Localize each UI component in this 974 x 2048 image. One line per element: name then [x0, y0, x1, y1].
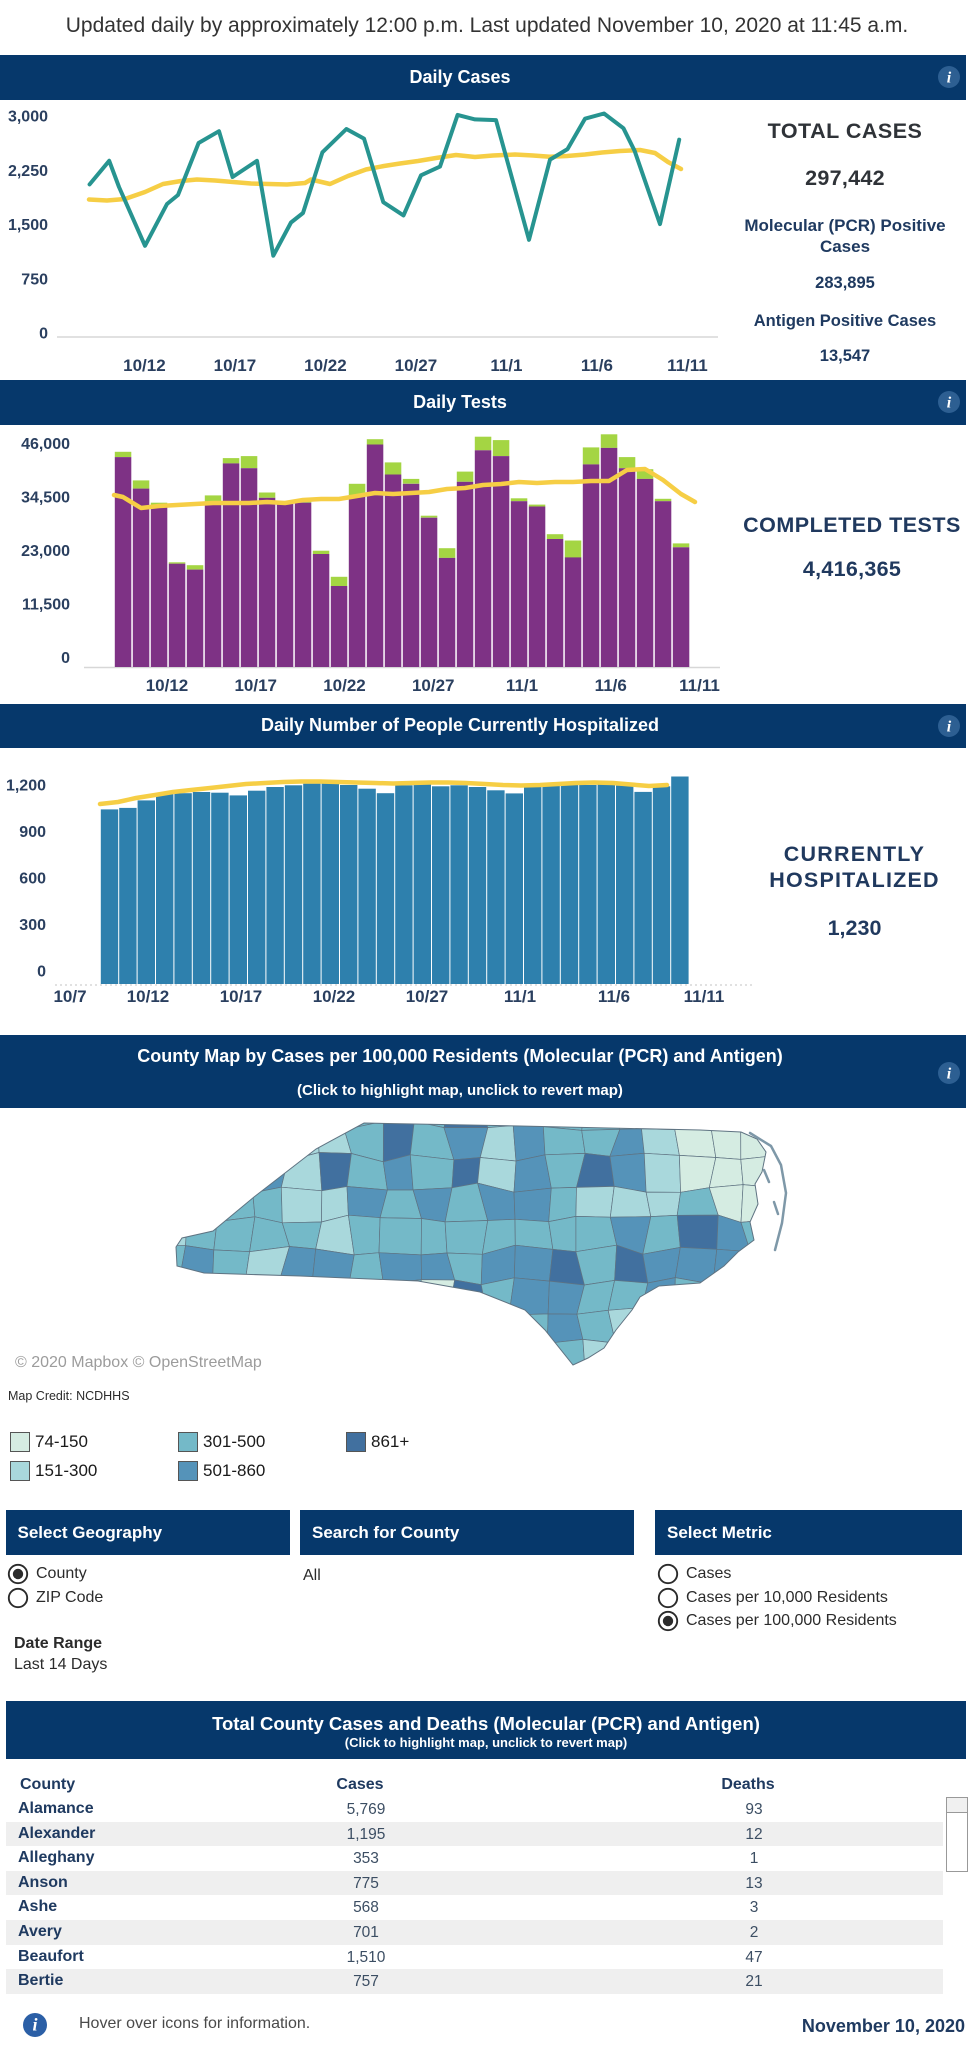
- svg-text:11/6: 11/6: [598, 987, 630, 1006]
- svg-text:10/22: 10/22: [313, 987, 356, 1006]
- svg-text:10/7: 10/7: [53, 987, 86, 1006]
- svg-text:10/22: 10/22: [304, 356, 347, 375]
- svg-text:i: i: [947, 718, 952, 735]
- svg-text:10/27: 10/27: [395, 356, 438, 375]
- svg-text:i: i: [947, 70, 952, 87]
- svg-text:10/17: 10/17: [234, 676, 277, 695]
- svg-text:i: i: [32, 2015, 37, 2035]
- svg-text:10/17: 10/17: [220, 987, 263, 1006]
- svg-text:i: i: [947, 395, 952, 412]
- svg-text:0: 0: [39, 326, 48, 343]
- svg-text:0: 0: [61, 650, 70, 667]
- svg-text:23,000: 23,000: [21, 543, 70, 560]
- svg-text:11/6: 11/6: [581, 356, 613, 375]
- svg-text:11/1: 11/1: [504, 987, 536, 1006]
- svg-text:3,000: 3,000: [8, 109, 48, 126]
- svg-text:900: 900: [19, 824, 46, 841]
- svg-text:750: 750: [21, 271, 48, 288]
- svg-text:10/27: 10/27: [412, 676, 455, 695]
- svg-text:1,500: 1,500: [8, 217, 48, 234]
- svg-text:1,200: 1,200: [6, 778, 46, 795]
- svg-text:46,000: 46,000: [21, 436, 70, 453]
- svg-text:11/6: 11/6: [595, 676, 627, 695]
- svg-text:0: 0: [37, 964, 46, 981]
- svg-text:10/22: 10/22: [323, 676, 366, 695]
- svg-text:i: i: [947, 1065, 952, 1082]
- svg-text:11/11: 11/11: [679, 676, 720, 695]
- svg-text:300: 300: [19, 917, 46, 934]
- svg-text:10/12: 10/12: [123, 356, 166, 375]
- svg-text:10/12: 10/12: [127, 987, 170, 1006]
- svg-text:11,500: 11,500: [22, 596, 70, 613]
- svg-text:2,250: 2,250: [8, 163, 48, 180]
- svg-text:11/11: 11/11: [667, 356, 708, 375]
- svg-text:11/1: 11/1: [506, 676, 538, 695]
- svg-text:10/17: 10/17: [214, 356, 257, 375]
- svg-text:10/27: 10/27: [406, 987, 449, 1006]
- svg-text:600: 600: [19, 871, 46, 888]
- svg-text:10/12: 10/12: [146, 676, 189, 695]
- svg-text:11/1: 11/1: [490, 356, 522, 375]
- svg-text:34,500: 34,500: [21, 489, 70, 506]
- svg-text:11/11: 11/11: [684, 987, 725, 1006]
